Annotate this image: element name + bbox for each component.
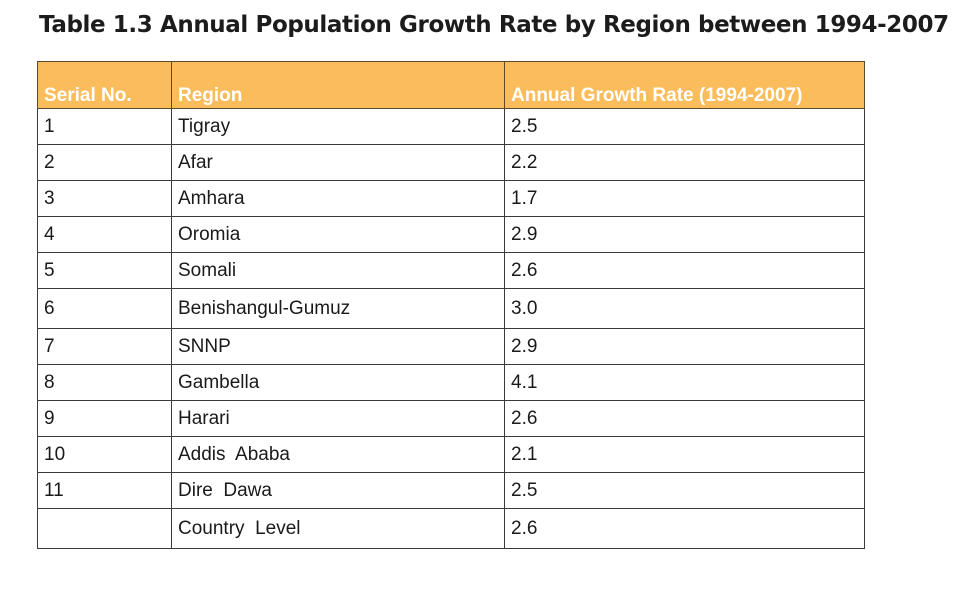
table-row: 4 Oromia 2.9 [37,216,865,253]
serial-cell: 5 [37,252,172,289]
table-row: 7 SNNP 2.9 [37,328,865,365]
region-cell: Gambella [171,364,505,401]
region-cell: Oromia [171,216,505,253]
region-cell: Dire Dawa [171,472,505,509]
table-row: 3 Amhara 1.7 [37,180,865,217]
rate-cell: 2.5 [504,472,865,509]
table-row: 6 Benishangul-Gumuz 3.0 [37,288,865,329]
rate-cell: 2.9 [504,216,865,253]
region-cell: Tigray [171,108,505,145]
table-row: 8 Gambella 4.1 [37,364,865,401]
table-row: 5 Somali 2.6 [37,252,865,289]
rate-cell: 2.2 [504,144,865,181]
header-region: Region [171,61,505,109]
table-title: Table 1.3 Annual Population Growth Rate … [39,12,949,38]
rate-cell: 2.5 [504,108,865,145]
table-row: 1 Tigray 2.5 [37,108,865,145]
serial-cell: 9 [37,400,172,437]
region-cell: SNNP [171,328,505,365]
serial-cell: 1 [37,108,172,145]
rate-cell: 4.1 [504,364,865,401]
serial-cell: 6 [37,288,172,329]
region-cell: Afar [171,144,505,181]
table-row-country-level: Country Level 2.6 [37,508,865,549]
table-row: 9 Harari 2.6 [37,400,865,437]
rate-cell: 2.6 [504,400,865,437]
region-cell: Addis Ababa [171,436,505,473]
header-serial-no: Serial No. [37,61,172,109]
region-cell: Harari [171,400,505,437]
serial-cell: 11 [37,472,172,509]
serial-cell: 10 [37,436,172,473]
region-cell: Country Level [171,508,505,549]
table-header-row: Serial No. Region Annual Growth Rate (19… [37,61,865,109]
rate-cell: 3.0 [504,288,865,329]
header-annual-growth-rate: Annual Growth Rate (1994-2007) [504,61,865,109]
table-row: 2 Afar 2.2 [37,144,865,181]
growth-rate-table: Serial No. Region Annual Growth Rate (19… [37,61,865,549]
rate-cell: 2.9 [504,328,865,365]
rate-cell: 2.1 [504,436,865,473]
rate-cell: 1.7 [504,180,865,217]
rate-cell: 2.6 [504,252,865,289]
region-cell: Somali [171,252,505,289]
serial-cell: 3 [37,180,172,217]
table-row: 11 Dire Dawa 2.5 [37,472,865,509]
rate-cell: 2.6 [504,508,865,549]
serial-cell: 2 [37,144,172,181]
serial-cell: 8 [37,364,172,401]
region-cell: Benishangul-Gumuz [171,288,505,329]
serial-cell [37,508,172,549]
serial-cell: 7 [37,328,172,365]
table-row: 10 Addis Ababa 2.1 [37,436,865,473]
region-cell: Amhara [171,180,505,217]
serial-cell: 4 [37,216,172,253]
